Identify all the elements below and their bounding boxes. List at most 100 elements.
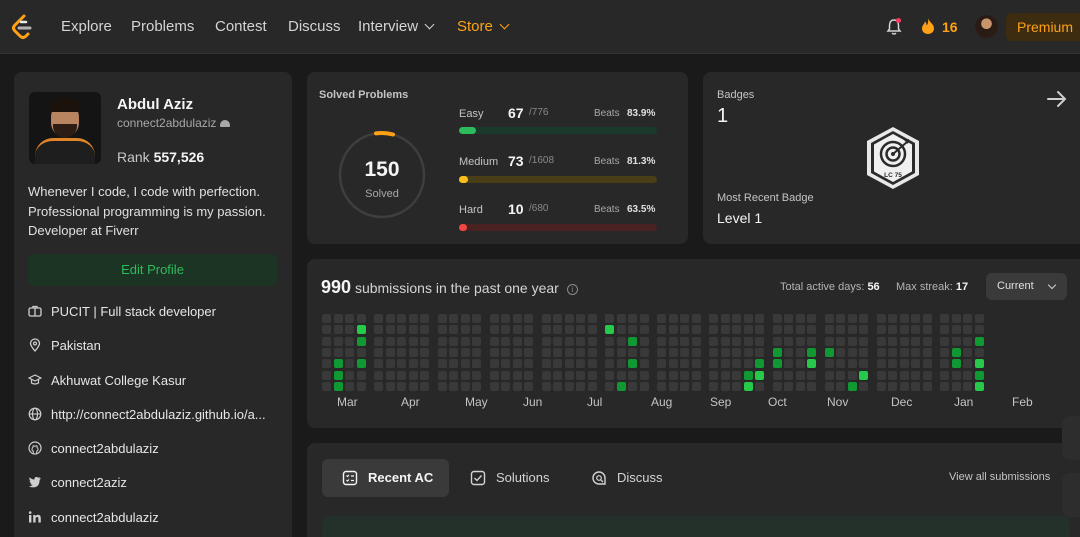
heatmap-cell[interactable] (951, 347, 961, 357)
heatmap-cell[interactable] (899, 325, 909, 335)
heatmap-cell[interactable] (408, 381, 418, 391)
heatmap-cell[interactable] (333, 359, 343, 369)
heatmap-cell[interactable] (333, 314, 343, 323)
heatmap-cell[interactable] (512, 325, 522, 335)
heatmap-cell[interactable] (720, 359, 730, 369)
heatmap-cell[interactable] (963, 359, 972, 369)
heatmap-cell[interactable] (922, 314, 932, 323)
heatmap-cell[interactable] (628, 325, 637, 335)
arrow-right-icon[interactable] (1046, 90, 1068, 108)
heatmap-cell[interactable] (385, 359, 395, 369)
heatmap-cell[interactable] (541, 347, 551, 357)
heatmap-cell[interactable] (859, 336, 868, 346)
heatmap-cell[interactable] (616, 359, 626, 369)
heatmap-cell[interactable] (680, 325, 689, 335)
heatmap-cell[interactable] (772, 325, 782, 335)
heatmap-cell[interactable] (732, 314, 741, 323)
heatmap-cell[interactable] (576, 381, 585, 391)
heatmap-cell[interactable] (489, 314, 499, 323)
heatmap-cell[interactable] (772, 381, 782, 391)
heatmap-cell[interactable] (628, 359, 637, 369)
heatmap-cell[interactable] (512, 359, 522, 369)
heatmap-cell[interactable] (437, 370, 447, 380)
heatmap-cell[interactable] (397, 381, 406, 391)
linkedin-link[interactable]: connect2abdulaziz (51, 510, 159, 525)
heatmap-cell[interactable] (345, 359, 354, 369)
heatmap-cell[interactable] (587, 381, 597, 391)
heatmap-cell[interactable] (437, 347, 447, 357)
heatmap-cell[interactable] (680, 347, 689, 357)
heatmap-cell[interactable] (974, 359, 984, 369)
heatmap-cell[interactable] (333, 370, 343, 380)
heatmap-cell[interactable] (397, 336, 406, 346)
heatmap-cell[interactable] (732, 359, 741, 369)
heatmap-cell[interactable] (472, 347, 481, 357)
heatmap-cell[interactable] (524, 370, 533, 380)
heatmap-cell[interactable] (616, 314, 626, 323)
heatmap-cell[interactable] (940, 325, 949, 335)
heatmap-cell[interactable] (940, 336, 949, 346)
heatmap-cell[interactable] (524, 359, 533, 369)
heatmap-cell[interactable] (974, 325, 984, 335)
heatmap-cell[interactable] (691, 336, 701, 346)
heatmap-cell[interactable] (709, 381, 718, 391)
heatmap-cell[interactable] (824, 381, 834, 391)
heatmap-cell[interactable] (836, 347, 845, 357)
heatmap-cell[interactable] (385, 381, 395, 391)
heatmap-cell[interactable] (512, 347, 522, 357)
heatmap-cell[interactable] (512, 314, 522, 323)
heatmap-cell[interactable] (911, 370, 920, 380)
heatmap-cell[interactable] (876, 314, 886, 323)
nav-explore[interactable]: Explore (61, 18, 112, 35)
heatmap-cell[interactable] (709, 359, 718, 369)
heatmap-cell[interactable] (541, 359, 551, 369)
heatmap-cell[interactable] (322, 336, 331, 346)
heatmap-cell[interactable] (847, 381, 857, 391)
heatmap-cell[interactable] (680, 314, 689, 323)
heatmap-cell[interactable] (847, 347, 857, 357)
heatmap-cell[interactable] (460, 347, 470, 357)
heatmap-cell[interactable] (564, 347, 574, 357)
heatmap-cell[interactable] (408, 370, 418, 380)
heatmap-cell[interactable] (460, 336, 470, 346)
range-select[interactable]: Current (986, 273, 1067, 300)
heatmap-cell[interactable] (974, 314, 984, 323)
heatmap-cell[interactable] (408, 336, 418, 346)
heatmap-cell[interactable] (732, 325, 741, 335)
heatmap-cell[interactable] (605, 325, 614, 335)
heatmap-cell[interactable] (524, 347, 533, 357)
heatmap-cell[interactable] (322, 359, 331, 369)
heatmap-cell[interactable] (616, 347, 626, 357)
heatmap-cell[interactable] (408, 347, 418, 357)
heatmap-cell[interactable] (824, 359, 834, 369)
heatmap-cell[interactable] (668, 370, 678, 380)
heatmap-cell[interactable] (743, 381, 753, 391)
heatmap-cell[interactable] (836, 381, 845, 391)
heatmap-cell[interactable] (587, 325, 597, 335)
heatmap-cell[interactable] (732, 370, 741, 380)
heatmap-cell[interactable] (489, 336, 499, 346)
heatmap-cell[interactable] (501, 347, 510, 357)
heatmap-cell[interactable] (911, 347, 920, 357)
heatmap-cell[interactable] (743, 347, 753, 357)
heatmap-cell[interactable] (691, 347, 701, 357)
heatmap-cell[interactable] (836, 314, 845, 323)
heatmap-cell[interactable] (911, 336, 920, 346)
heatmap-cell[interactable] (460, 359, 470, 369)
premium-button[interactable]: Premium (1006, 13, 1080, 41)
view-all-submissions-link[interactable]: View all submissions (949, 471, 1051, 483)
heatmap-cell[interactable] (951, 381, 961, 391)
heatmap-cell[interactable] (784, 370, 793, 380)
heatmap-cell[interactable] (437, 325, 447, 335)
heatmap-cell[interactable] (680, 381, 689, 391)
heatmap-cell[interactable] (899, 314, 909, 323)
heatmap-cell[interactable] (847, 336, 857, 346)
heatmap-cell[interactable] (657, 347, 666, 357)
heatmap-cell[interactable] (859, 314, 868, 323)
heatmap-cell[interactable] (322, 381, 331, 391)
heatmap-cell[interactable] (847, 325, 857, 335)
heatmap-cell[interactable] (374, 336, 383, 346)
heatmap-cell[interactable] (899, 336, 909, 346)
heatmap-cell[interactable] (345, 347, 354, 357)
heatmap-cell[interactable] (859, 325, 868, 335)
